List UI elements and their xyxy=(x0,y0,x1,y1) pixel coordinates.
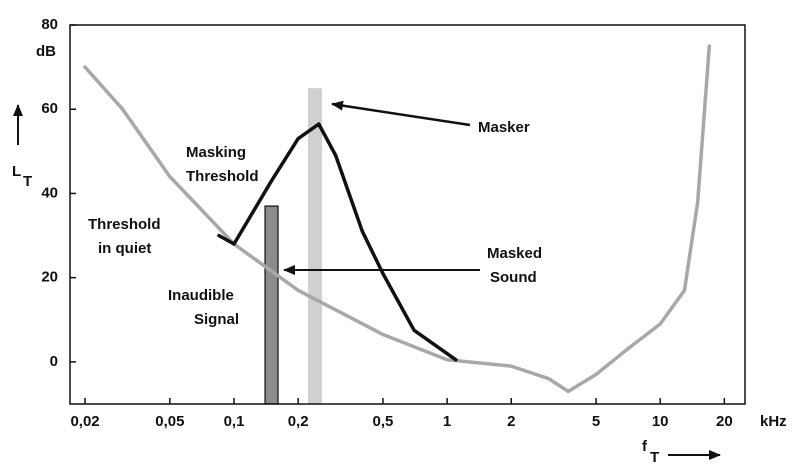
x-tick-label: 2 xyxy=(507,413,515,430)
x-tick-label: 0,1 xyxy=(224,413,245,430)
x-label: f xyxy=(642,438,648,455)
curve xyxy=(83,44,712,394)
y-tick-label: 60 xyxy=(41,100,58,117)
x-tick-label: 0,5 xyxy=(373,413,394,430)
y-tick-label: 0 xyxy=(50,353,58,370)
x-tick-label: 20 xyxy=(716,413,733,430)
curve xyxy=(217,122,458,362)
x-label-sub: T xyxy=(650,449,659,466)
y-label-sub: T xyxy=(23,173,32,190)
annotation: Inaudible Signal xyxy=(168,287,239,328)
x-tick-label: 10 xyxy=(652,413,669,430)
x-tick-label: 5 xyxy=(592,413,600,430)
plot-frame xyxy=(69,24,746,405)
annotation: Masked Sound xyxy=(487,245,542,286)
x-unit: kHz xyxy=(760,413,787,430)
annotation: Masking Threshold xyxy=(186,144,259,185)
x-tick-label: 0,02 xyxy=(70,413,99,430)
y-tick-label: 20 xyxy=(41,269,58,286)
bar xyxy=(308,88,323,405)
annotation: Masker xyxy=(478,119,530,136)
x-tick-label: 0,05 xyxy=(155,413,184,430)
bar xyxy=(264,205,279,405)
y-label: L xyxy=(12,163,21,180)
x-tick-label: 1 xyxy=(443,413,451,430)
y-tick-label: 80 xyxy=(41,16,58,33)
annotation-arrow xyxy=(331,100,471,127)
y-tick-label: 40 xyxy=(41,184,58,201)
x-tick-label: 0,2 xyxy=(288,413,309,430)
annotation: Threshold in quiet xyxy=(88,216,161,257)
y-unit: dB xyxy=(36,43,56,60)
